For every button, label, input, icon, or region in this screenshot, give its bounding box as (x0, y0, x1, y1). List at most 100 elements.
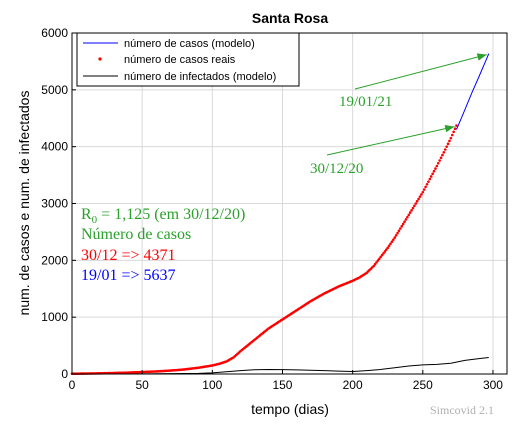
series-model-infected (71, 357, 489, 375)
real-case-point (373, 262, 377, 266)
annotations: 19/01/21 30/12/20 R0 = 1,125 (em 30/12/2… (81, 53, 487, 284)
real-case-point (421, 190, 425, 194)
real-case-point (413, 204, 416, 208)
y-tick-label-6: 6000 (41, 26, 68, 40)
watermark: Simcovid 2.1 (430, 403, 494, 417)
real-case-point (432, 169, 436, 173)
real-case-point (441, 153, 444, 157)
real-case-point (442, 151, 446, 154)
real-case-point (435, 164, 439, 168)
real-case-point (394, 234, 398, 237)
annotation-date-1901: 19/01/21 (339, 94, 392, 110)
real-case-point (400, 224, 404, 228)
real-case-point (378, 257, 381, 261)
real-case-point (407, 213, 411, 217)
y-tick-label-3: 3000 (41, 197, 68, 211)
r0-subscript: 0 (92, 214, 98, 226)
real-case-point (429, 175, 433, 178)
ticks: 0 50 100 150 200 250 3000100020003000400050006… (41, 26, 503, 392)
cases-heading: Número de casos (81, 226, 191, 243)
real-case-point (408, 211, 412, 214)
chart-title: Santa Rosa (252, 10, 328, 26)
real-case-point (397, 229, 401, 233)
real-case-point (375, 261, 378, 264)
real-case-point (418, 195, 422, 198)
real-case-point (403, 220, 406, 223)
real-case-point (410, 209, 413, 212)
r0-symbol: R (81, 206, 92, 223)
real-case-point (448, 139, 451, 143)
y-tick-label-1: 1000 (41, 310, 68, 324)
y-tick-label-4: 4000 (41, 140, 68, 154)
real-case-point (427, 180, 430, 183)
real-case-point (376, 259, 380, 262)
real-case-point (449, 136, 453, 140)
real-case-point (446, 142, 450, 146)
cases-1901: 19/01 => 5637 (81, 267, 176, 284)
real-case-point (425, 182, 429, 186)
legend-swatch-real (98, 57, 102, 61)
y-tick-label-0: 0 (61, 367, 68, 381)
real-case-point (428, 177, 432, 181)
x-tick-label-5: 250 (413, 378, 433, 392)
real-case-point (415, 199, 419, 203)
x-tick-label-4: 200 (343, 378, 363, 392)
r0-rest: = 1,125 (em 30/12/20) (97, 206, 245, 223)
x-tick-label-2: 100 (202, 378, 222, 392)
real-case-point (404, 218, 408, 221)
y-axis-label: num. de casos e num. de infectados (16, 91, 32, 316)
y-tick-label-5: 5000 (41, 83, 68, 97)
cases-3012: 30/12 => 4371 (81, 247, 176, 264)
real-case-point (438, 159, 441, 162)
real-case-point (455, 124, 458, 127)
real-case-point (411, 206, 415, 210)
real-case-point (443, 148, 447, 151)
real-case-point (396, 231, 399, 235)
real-case-point (385, 248, 388, 251)
real-case-point (420, 193, 423, 196)
real-case-point (392, 238, 395, 241)
legend-entry-infected: número de infectados (modelo) (124, 71, 276, 83)
legend-entry-real: número de casos reais (124, 54, 236, 66)
real-case-point (387, 244, 391, 248)
series-layer (70, 53, 490, 376)
x-tick-label-0: 0 (69, 378, 76, 392)
real-case-point (372, 264, 375, 268)
x-tick-label-3: 150 (272, 378, 292, 392)
annotation-arrow-1901 (354, 53, 487, 90)
series-real-cases (70, 124, 458, 376)
real-case-point (399, 227, 402, 230)
real-case-point (383, 250, 387, 253)
real-case-point (436, 161, 440, 165)
annotation-date-3012: 30/12/20 (310, 161, 363, 177)
real-case-point (453, 127, 457, 131)
r0-annotation: R0 = 1,125 (em 30/12/20) (81, 206, 245, 226)
real-case-point (379, 255, 383, 259)
legend-box (76, 32, 300, 87)
real-case-point (439, 156, 443, 160)
real-case-point (389, 242, 392, 246)
x-tick-label-1: 50 (135, 378, 149, 392)
legend: número de casos (modelo) número de casos… (76, 32, 300, 87)
real-case-point (380, 253, 384, 257)
real-case-point (417, 197, 420, 201)
real-case-point (452, 130, 455, 134)
annotation-arrow-3012 (326, 124, 455, 156)
real-case-point (424, 185, 427, 189)
series-model-cases (456, 53, 490, 130)
real-case-point (445, 145, 448, 148)
real-case-point (414, 202, 418, 205)
y-tick-label-2: 2000 (41, 253, 68, 267)
real-case-point (390, 240, 394, 243)
real-case-point (401, 222, 405, 226)
real-case-point (386, 246, 390, 250)
real-case-point (406, 215, 409, 219)
real-case-point (393, 236, 397, 239)
real-case-point (450, 133, 454, 137)
real-case-point (431, 172, 434, 176)
real-case-point (422, 188, 426, 191)
x-tick-label-6: 300 (483, 378, 503, 392)
real-case-point (434, 167, 437, 170)
